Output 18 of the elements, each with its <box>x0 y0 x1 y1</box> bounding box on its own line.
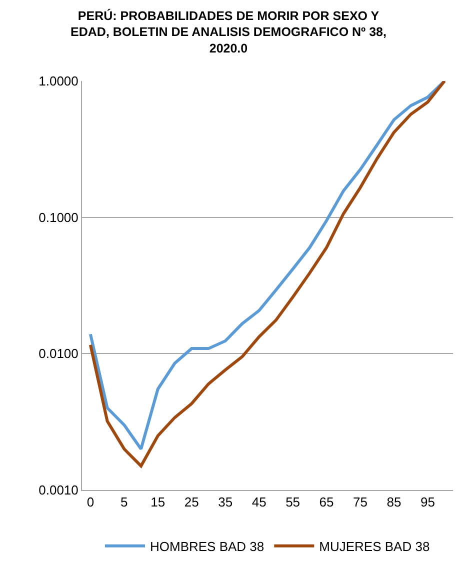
x-tick-label: 95 <box>420 494 435 510</box>
x-tick-label: 5 <box>120 494 128 510</box>
y-tick-label: 0.1000 <box>38 210 78 225</box>
x-tick-label: 0 <box>86 494 94 510</box>
y-tick-label: 1.0000 <box>38 74 78 89</box>
y-tick-label: 0.0010 <box>38 482 78 498</box>
x-tick-label: 35 <box>218 494 233 510</box>
x-tick-label: 45 <box>252 494 266 510</box>
x-tick-label: 25 <box>184 494 199 510</box>
y-tick-label: 0.0100 <box>38 346 78 362</box>
chart-title: PERÚ: PROBABILIDADES DE MORIR POR SEXO Y EDAD, BOLETIN DE ANALISIS DEMOGRAFICO Nº 38, 2020.0 <box>70 8 386 56</box>
x-tick-label: 85 <box>386 494 402 510</box>
legend-label: HOMBRES BAD 38 <box>150 538 264 554</box>
legend-label: MUJERES BAD 38 <box>319 538 430 554</box>
x-tick-label: 65 <box>319 494 334 510</box>
x-tick-label: 55 <box>286 494 300 510</box>
x-tick-label: 75 <box>353 494 368 510</box>
x-tick-label: 15 <box>150 494 166 510</box>
